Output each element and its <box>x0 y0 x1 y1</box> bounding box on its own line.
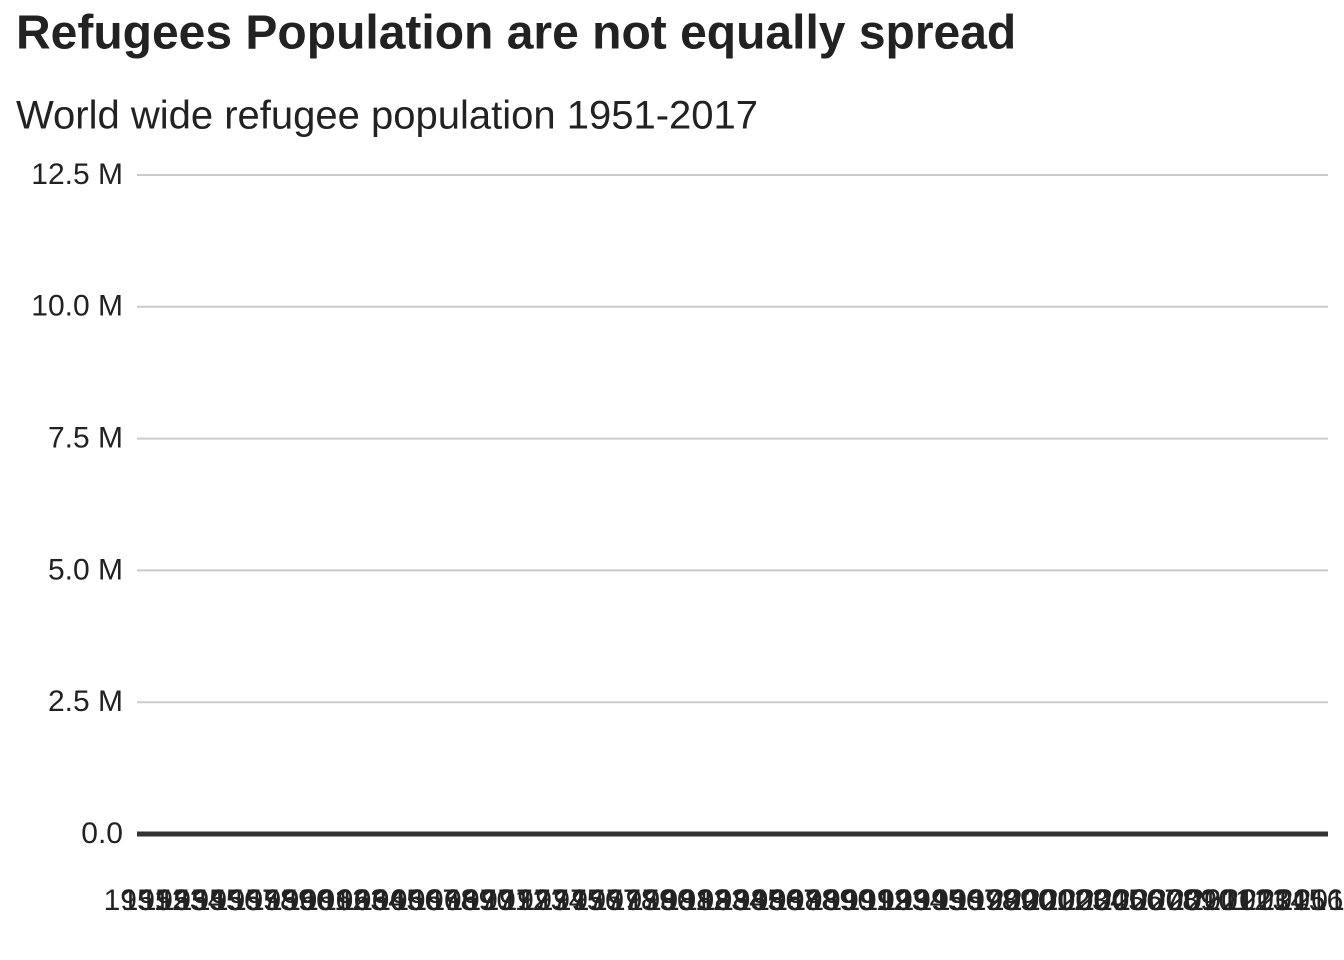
x-tick-label: 1954 <box>158 884 225 917</box>
x-tick-label: 2011 <box>1187 884 1252 917</box>
x-tick-label: 1984 <box>699 884 766 917</box>
x-tick-label: 1982 <box>663 884 730 917</box>
x-tick-label: 1994 <box>880 884 947 917</box>
x-tick-label: 1988 <box>771 884 838 917</box>
x-tick-label: 1991 <box>825 884 892 917</box>
x-tick-label: 1980 <box>627 884 694 917</box>
x-tick-label: 1979 <box>609 884 676 917</box>
x-tick-label: 1983 <box>681 884 748 917</box>
x-tick-label: 1957 <box>212 884 279 917</box>
x-tick-label: 2017 <box>1295 884 1344 917</box>
x-tick-label: 2015 <box>1259 884 1326 917</box>
x-tick-label: 1986 <box>735 884 802 917</box>
x-tick-label: 1990 <box>807 884 874 917</box>
x-tick-label: 2013 <box>1222 884 1289 917</box>
x-tick-label: 1978 <box>591 884 658 917</box>
x-tick-label: 2008 <box>1132 884 1199 917</box>
x-tick-label: 2006 <box>1096 884 1163 917</box>
y-tick-label: 0.0 <box>81 817 123 850</box>
y-tick-label: 7.5 M <box>48 422 123 455</box>
x-tick-label: 1977 <box>573 884 640 917</box>
x-tick-label: 1989 <box>789 884 856 917</box>
x-tick-label: 1999 <box>970 884 1037 917</box>
x-tick-label: 1970 <box>446 884 513 917</box>
x-tick-label: 2016 <box>1277 884 1344 917</box>
x-tick-label: 1966 <box>374 884 441 917</box>
x-tick-label: 1981 <box>645 884 712 917</box>
x-tick-label: 2005 <box>1078 884 1145 917</box>
x-tick-label: 2010 <box>1168 884 1235 917</box>
x-tick-label: 1962 <box>302 884 369 917</box>
x-tick-label: 1992 <box>843 884 910 917</box>
x-tick-label: 1998 <box>952 884 1019 917</box>
x-tick-label: 1987 <box>753 884 820 917</box>
x-tick-label: 1965 <box>356 884 423 917</box>
x-tick-label: 1969 <box>428 884 495 917</box>
x-tick-label: 1956 <box>194 884 261 917</box>
x-tick-label: 1972 <box>483 884 550 917</box>
y-tick-label: 10.0 M <box>31 290 123 323</box>
x-tick-label: 2001 <box>1006 884 1073 917</box>
x-tick-label: 1960 <box>266 884 333 917</box>
x-tick-label: 1958 <box>230 884 297 917</box>
x-tick-label: 1959 <box>248 884 315 917</box>
y-tick-label: 2.5 M <box>48 685 123 718</box>
x-tick-label: 1974 <box>519 884 586 917</box>
x-tick-label: 1973 <box>501 884 568 917</box>
x-tick-label: 2012 <box>1204 884 1271 917</box>
x-tick-label: 1955 <box>176 884 243 917</box>
x-tick-label: 2000 <box>988 884 1055 917</box>
x-tick-label: 1995 <box>898 884 965 917</box>
x-tick-label: 2003 <box>1042 884 1109 917</box>
x-tick-label: 2004 <box>1060 884 1127 917</box>
x-tick-label: 1975 <box>537 884 604 917</box>
x-tick-label: 1952 <box>122 884 189 917</box>
x-tick-label: 2009 <box>1150 884 1217 917</box>
chart-title: Refugees Population are not equally spre… <box>16 7 1016 60</box>
x-tick-label: 1964 <box>338 884 405 917</box>
chart-subtitle: World wide refugee population 1951-2017 <box>16 94 758 138</box>
x-tick-label: 1997 <box>934 884 1001 917</box>
x-tick-label: 1967 <box>392 884 459 917</box>
y-tick-label: 12.5 M <box>31 158 123 191</box>
y-tick-label: 5.0 M <box>48 553 123 586</box>
x-tick-label: 1971 <box>465 884 532 917</box>
x-tick-label: 1953 <box>140 884 207 917</box>
x-tick-label: 1976 <box>555 884 622 917</box>
x-tick-label: 1993 <box>862 884 929 917</box>
x-tick-label: 1996 <box>916 884 983 917</box>
x-tick-label: 1968 <box>410 884 477 917</box>
x-tick-label: 1985 <box>717 884 784 917</box>
x-tick-label: 2002 <box>1024 884 1091 917</box>
x-tick-label: 2014 <box>1240 884 1307 917</box>
x-tick-label: 1963 <box>320 884 387 917</box>
x-tick-label: 2007 <box>1114 884 1181 917</box>
x-tick-label: 1951 <box>104 884 171 917</box>
x-tick-label: 1961 <box>284 884 351 917</box>
